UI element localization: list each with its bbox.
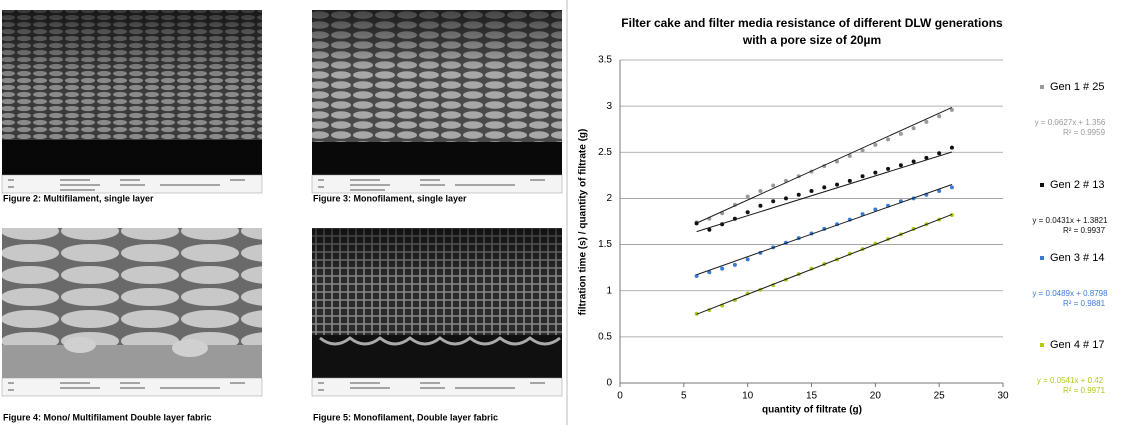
x-tick-label: 25 (934, 391, 946, 402)
data-point (745, 257, 750, 262)
data-point (898, 163, 903, 168)
sem-image (1, 10, 263, 194)
y-axis-label: filtration time (s) / quantity of filtra… (578, 129, 589, 316)
x-tick-label: 0 (617, 391, 623, 402)
data-point (847, 178, 852, 183)
legend-marker (1040, 183, 1044, 187)
caption: Figure 3: Monofilament, single layer (313, 193, 467, 203)
x-axis-label: quantity of filtrate (g) (762, 405, 862, 416)
data-point (873, 142, 878, 147)
legend-marker (1040, 256, 1044, 260)
legend-label: Gen 1 # 25 (1050, 81, 1104, 93)
data-point (911, 159, 916, 164)
data-point (758, 203, 763, 208)
data-point (694, 273, 699, 278)
y-tick-label: 0.5 (598, 331, 612, 342)
data-point (937, 114, 942, 119)
trendline (696, 106, 953, 224)
legend-label: Gen 4 # 17 (1050, 339, 1104, 351)
data-point (745, 194, 750, 199)
chart-title: with a pore size of 20µm (742, 33, 881, 47)
sem-image (311, 10, 563, 194)
x-tick-label: 20 (870, 391, 882, 402)
trend-equation: y = 0.0627x + 1.356 (1035, 118, 1106, 127)
data-point (949, 213, 954, 218)
data-point (758, 189, 763, 194)
data-point (707, 270, 712, 275)
caption: Figure 2: Multifilament, single layer (3, 193, 154, 203)
data-point (835, 159, 840, 164)
y-tick-label: 3.5 (598, 55, 612, 66)
trendline (696, 151, 953, 233)
y-tick-label: 1.5 (598, 239, 612, 250)
legend-label: Gen 3 # 14 (1050, 252, 1104, 264)
data-point (809, 189, 814, 194)
sem-image (1, 228, 263, 397)
trend-r2: R² = 0.9937 (1063, 226, 1106, 235)
caption: Figure 4: Mono/ Multifilament Double lay… (3, 412, 212, 422)
data-point (949, 107, 954, 112)
data-point (898, 131, 903, 136)
trendline (696, 184, 953, 276)
trend-r2: R² = 0.9971 (1063, 386, 1106, 395)
trend-r2: R² = 0.9881 (1063, 299, 1106, 308)
data-point (873, 207, 878, 212)
data-point (886, 166, 891, 171)
data-point (860, 148, 865, 153)
caption: Figure 5: Monofilament, Double layer fab… (313, 412, 498, 422)
y-tick-label: 2.5 (598, 147, 612, 158)
x-tick-label: 15 (806, 391, 818, 402)
legend-marker (1040, 343, 1044, 347)
trend-r2: R² = 0.9959 (1063, 128, 1106, 137)
legend-marker (1040, 85, 1044, 89)
x-tick-label: 30 (997, 391, 1009, 402)
data-point (771, 183, 776, 188)
chart-title: Filter cake and filter media resistance … (621, 16, 1003, 30)
sem-image (311, 228, 563, 397)
y-tick-label: 3 (606, 101, 612, 112)
trendline (696, 213, 953, 315)
data-point (949, 185, 954, 190)
data-point (937, 151, 942, 156)
data-point (924, 155, 929, 160)
y-tick-label: 2 (606, 193, 612, 204)
legend-label: Gen 2 # 13 (1050, 179, 1104, 191)
data-point (860, 174, 865, 179)
data-point (847, 153, 852, 158)
data-point (937, 189, 942, 194)
data-point (835, 182, 840, 187)
data-point (796, 192, 801, 197)
data-point (949, 145, 954, 150)
y-tick-label: 0 (606, 378, 612, 389)
trend-equation: y = 0.0541x + 0.42 (1037, 376, 1104, 385)
data-point (694, 221, 699, 226)
trend-equation: y = 0.0431x + 1.3821 (1032, 216, 1108, 225)
data-point (911, 126, 916, 131)
x-tick-label: 5 (681, 391, 687, 402)
data-point (720, 266, 725, 271)
data-point (783, 196, 788, 201)
data-point (745, 210, 750, 215)
data-point (822, 185, 827, 190)
data-point (860, 212, 865, 217)
data-point (771, 199, 776, 204)
data-point (873, 170, 878, 175)
data-point (886, 137, 891, 142)
data-point (732, 262, 737, 267)
data-point (924, 119, 929, 124)
y-tick-label: 1 (606, 285, 612, 296)
trend-equation: y = 0.0489x + 0.8798 (1032, 289, 1108, 298)
data-point (707, 227, 712, 232)
x-tick-label: 10 (742, 391, 754, 402)
